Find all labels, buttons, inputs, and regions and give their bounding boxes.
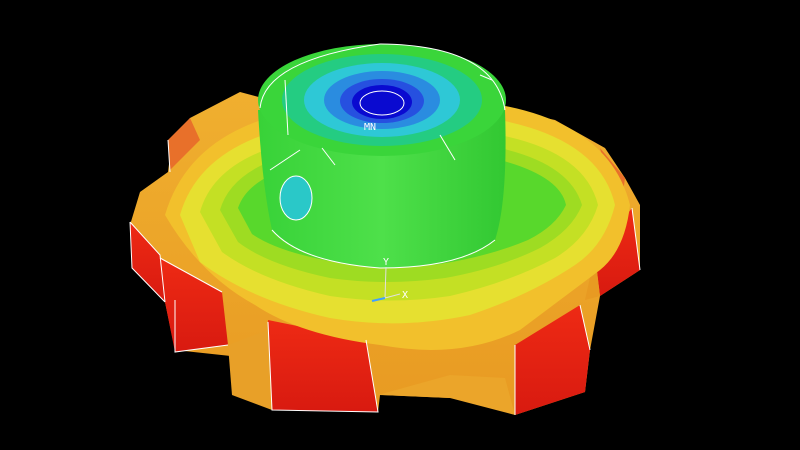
min-marker-label: MN xyxy=(364,122,376,133)
axis-x-label: X xyxy=(402,290,408,301)
hub-bore xyxy=(352,85,412,119)
axis-triad: Y X xyxy=(371,257,408,302)
axis-y-label: Y xyxy=(383,257,389,268)
base-edges xyxy=(129,139,641,415)
hub xyxy=(258,43,506,269)
hub-side xyxy=(258,110,506,268)
hub-side-hole xyxy=(280,176,312,220)
hub-lower-edge xyxy=(271,229,496,269)
hub-edges xyxy=(259,43,506,171)
